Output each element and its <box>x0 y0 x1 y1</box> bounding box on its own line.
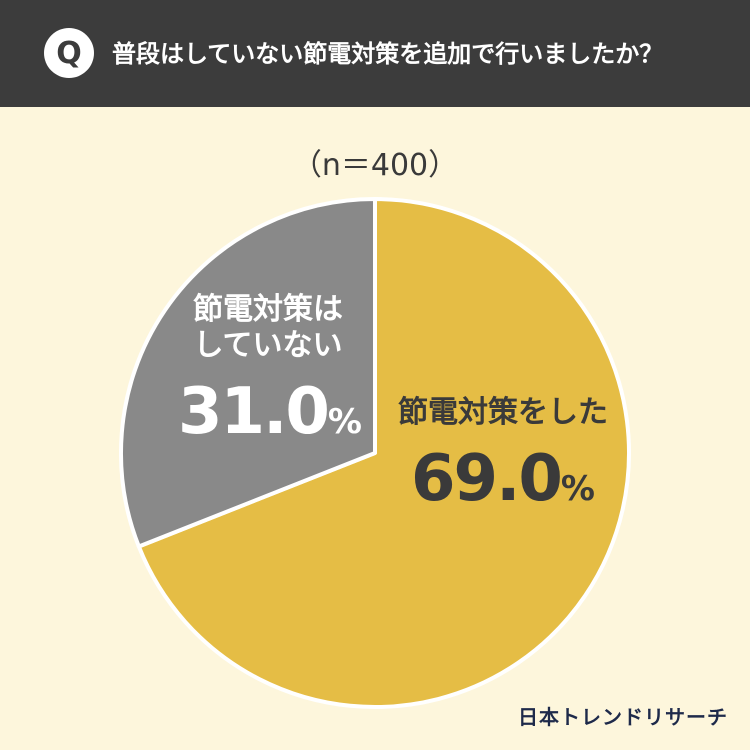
question-text: 普段はしていない節電対策を追加で行いましたか？ <box>112 40 664 68</box>
sample-size: （n＝400） <box>291 148 459 183</box>
question-badge: Q <box>44 28 94 78</box>
pie-slice-did <box>136 197 631 709</box>
slice-category-did-not-line1: 節電対策は <box>193 292 343 327</box>
slice-label-did: 節電対策をした 69.0% <box>378 395 628 518</box>
slice-category-did-not-line2: していない <box>193 328 343 363</box>
slice-category-did: 節電対策をした <box>398 395 608 430</box>
header-bar: Q 普段はしていない節電対策を追加で行いましたか？ <box>0 0 750 107</box>
brand-logo: 日本トレンドリサーチ <box>518 705 728 729</box>
slice-label-did-not: 節電対策は していない 31.0% <box>178 292 362 451</box>
slice-percent-did-not: 31.0% <box>178 375 362 449</box>
pie-slice-did-not <box>119 197 377 549</box>
slice-percent-did: 69.0% <box>411 442 595 516</box>
